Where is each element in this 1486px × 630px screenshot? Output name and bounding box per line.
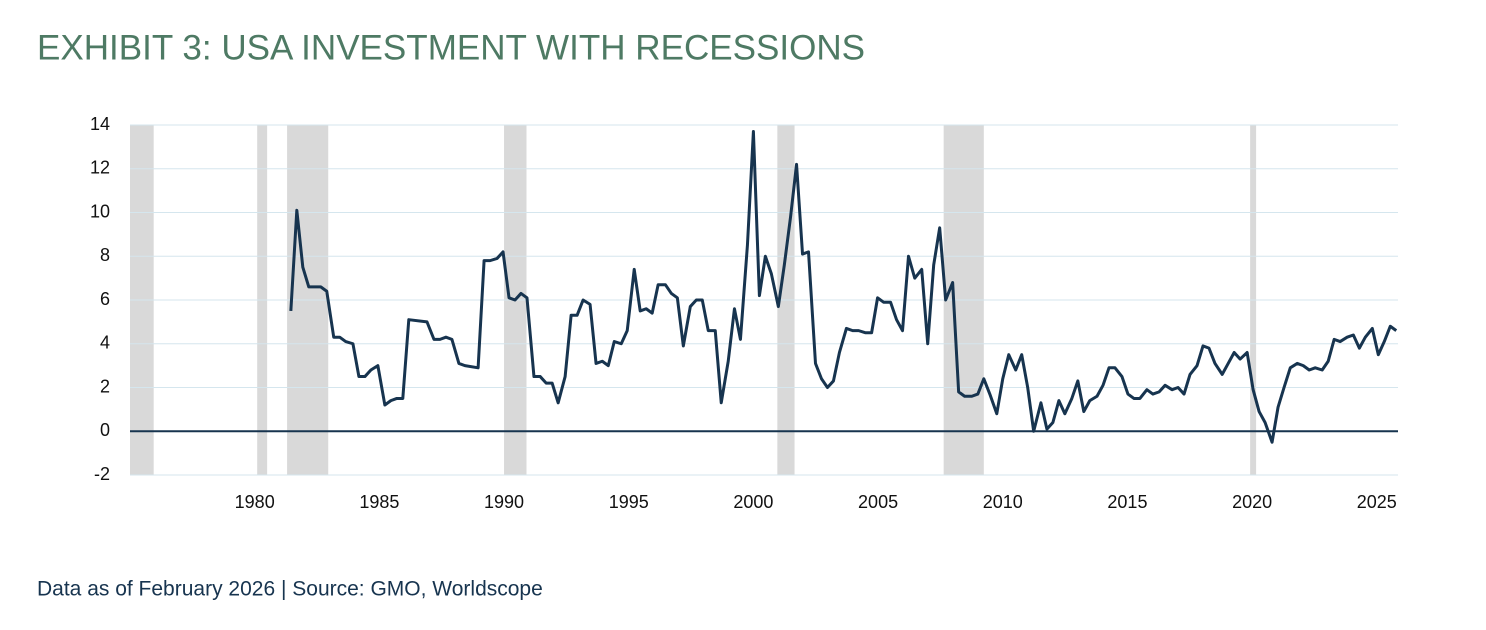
source-note: Data as of February 2026 | Source: GMO, … [37,578,543,601]
x-tick-label: 2015 [1107,492,1147,512]
y-tick-label: 2 [100,376,110,396]
x-tick-label: 2025 [1357,492,1397,512]
x-tick-label: 1990 [484,492,524,512]
data-line [289,130,1398,444]
x-tick-label: 1985 [359,492,399,512]
x-tick-label: 1995 [609,492,649,512]
y-tick-label: 12 [90,158,110,178]
y-tick-label: 8 [100,245,110,265]
y-tick-label: 14 [90,114,110,134]
x-tick-label: 2010 [983,492,1023,512]
y-tick-label: -2 [94,464,110,484]
y-tick-label: 4 [100,333,110,353]
x-tick-label: 2020 [1232,492,1272,512]
y-tick-label: 0 [100,420,110,440]
x-tick-label: 2000 [733,492,773,512]
chart-title: EXHIBIT 3: USA INVESTMENT WITH RECESSION… [37,28,865,67]
y-tick-label: 6 [100,289,110,309]
x-tick-label: 1980 [235,492,275,512]
x-tick-label: 2005 [858,492,898,512]
y-tick-label: 10 [90,201,110,221]
